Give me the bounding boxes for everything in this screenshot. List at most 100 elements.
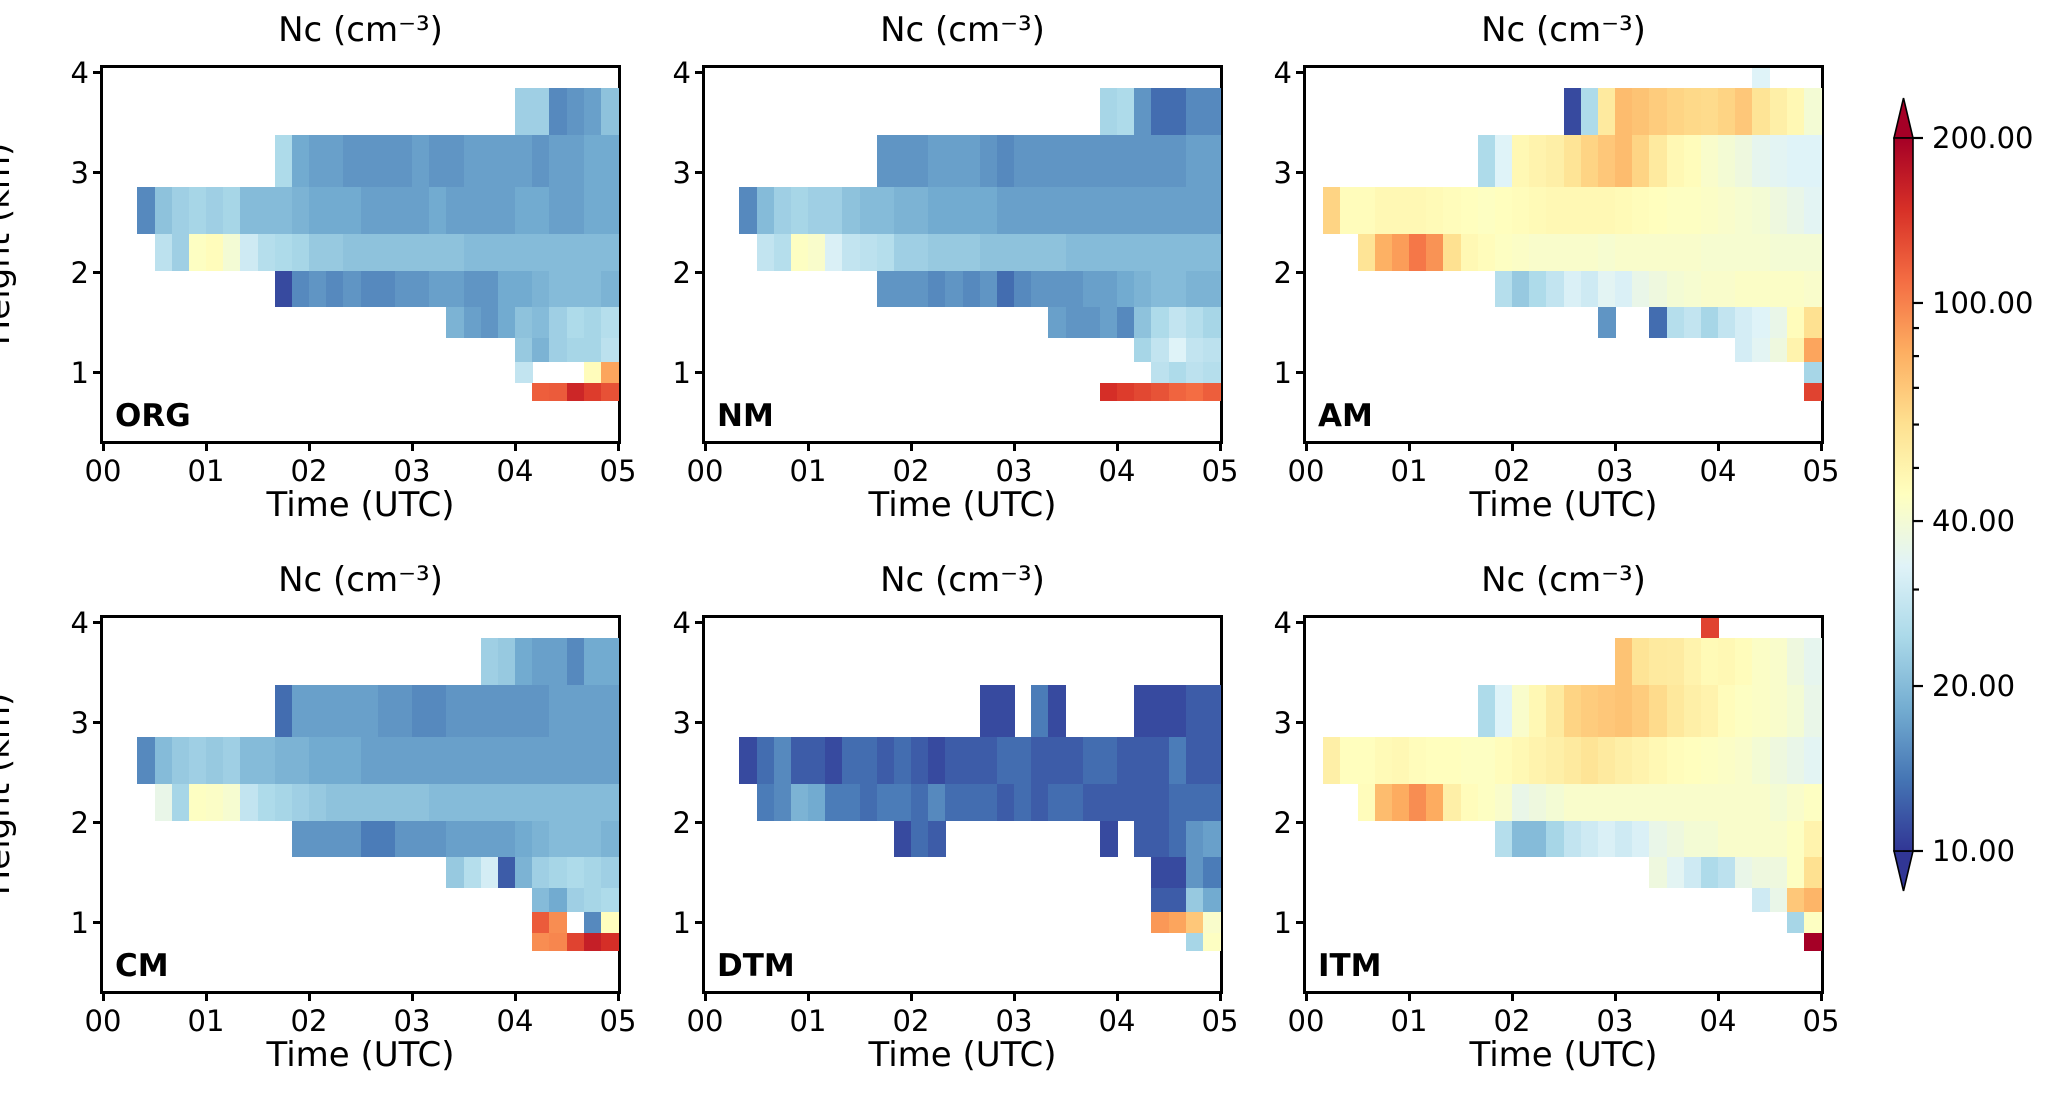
y-tick-label: 4 xyxy=(672,605,691,640)
heatmap-cell xyxy=(1202,783,1221,822)
heatmap-cell xyxy=(1735,270,1753,308)
x-tick-label: 02 xyxy=(290,1004,328,1038)
heatmap-cell xyxy=(825,186,843,235)
heatmap-cell xyxy=(911,134,929,188)
heatmap-cell xyxy=(1786,134,1805,188)
heatmap-cell xyxy=(1151,887,1170,913)
heatmap-cell xyxy=(1683,134,1702,188)
heatmap-cell xyxy=(600,361,619,384)
heatmap-cell xyxy=(1031,186,1049,235)
x-tick xyxy=(513,991,517,1001)
heatmap-cell xyxy=(1735,87,1753,114)
heatmap-cell xyxy=(773,783,792,822)
heatmap-cell xyxy=(463,186,482,235)
heatmap-cell xyxy=(1168,186,1187,235)
heatmap-cell xyxy=(1546,233,1565,272)
heatmap-cell xyxy=(326,820,344,858)
heatmap-cell xyxy=(515,306,533,339)
heatmap-cell xyxy=(600,736,619,785)
heatmap-cell xyxy=(1460,186,1479,235)
heatmap-cell xyxy=(1185,233,1204,272)
heatmap-cell xyxy=(137,736,156,785)
x-tick xyxy=(1510,991,1514,1001)
y-tick-label: 1 xyxy=(70,355,89,390)
x-tick-label: 01 xyxy=(1390,454,1428,488)
heatmap-cell xyxy=(893,820,912,858)
heatmap-cell xyxy=(532,637,550,664)
heatmap-cell xyxy=(1185,186,1204,235)
heatmap-cell xyxy=(309,233,327,272)
x-tick xyxy=(1716,441,1720,451)
heatmap-cell xyxy=(1117,233,1135,272)
heatmap-cell xyxy=(1529,736,1547,785)
heatmap-cell xyxy=(1803,911,1822,934)
heatmap-cell xyxy=(1409,233,1427,272)
heatmap-cell xyxy=(532,87,550,114)
heatmap-cell xyxy=(549,820,568,858)
heatmap-cell xyxy=(1460,233,1479,272)
heatmap-cell xyxy=(188,736,207,785)
heatmap-cell xyxy=(532,911,550,934)
heatmap-cell xyxy=(1615,270,1633,308)
x-tick-label: 04 xyxy=(1098,1004,1136,1038)
heatmap-cell xyxy=(1700,662,1719,686)
heatmap-cell xyxy=(532,186,550,235)
heatmap-cell xyxy=(497,783,516,822)
heatmap-cell xyxy=(1323,186,1341,235)
heatmap-cell xyxy=(240,186,259,235)
heatmap-cell xyxy=(928,233,946,272)
heatmap-cell xyxy=(1048,306,1067,339)
heatmap-cell xyxy=(583,662,602,686)
heatmap-cell xyxy=(1786,887,1805,913)
heatmap-cell xyxy=(1426,233,1444,272)
heatmap-cell xyxy=(1683,186,1702,235)
heatmap-cell xyxy=(171,783,190,822)
heatmap-cell xyxy=(1494,270,1513,308)
heatmap-cell xyxy=(1615,783,1633,822)
heatmap-cell xyxy=(566,932,585,952)
heatmap-cell xyxy=(583,382,602,402)
heatmap-cell xyxy=(1700,134,1719,188)
heatmap-cell xyxy=(1031,134,1049,188)
heatmap-cell xyxy=(532,783,550,822)
heatmap-cell xyxy=(1632,637,1650,664)
heatmap-cell xyxy=(928,736,946,785)
heatmap-cell xyxy=(257,186,276,235)
heatmap-cell xyxy=(463,233,482,272)
heatmap-cell xyxy=(463,270,482,308)
heatmap-cell xyxy=(394,186,413,235)
heatmap-cell xyxy=(1563,684,1582,738)
y-tick-label: 1 xyxy=(1273,355,1292,390)
heatmap-cell xyxy=(1117,134,1135,188)
heatmap-cell xyxy=(1151,382,1170,402)
heatmap-cell xyxy=(1666,87,1685,114)
heatmap-cell xyxy=(1151,783,1170,822)
heatmap-cell xyxy=(532,820,550,858)
heatmap-cell xyxy=(1580,87,1599,114)
heatmap-cell xyxy=(1769,783,1788,822)
heatmap-cell xyxy=(515,270,533,308)
heatmap-cell xyxy=(446,134,465,188)
heatmap-cell xyxy=(566,662,585,686)
heatmap-cell xyxy=(1735,662,1753,686)
heatmap-cell xyxy=(1065,134,1084,188)
heatmap-cell xyxy=(1786,783,1805,822)
heatmap-cell xyxy=(1803,783,1822,822)
heatmap-cell xyxy=(876,270,895,308)
y-tick xyxy=(695,621,705,625)
heatmap-cell xyxy=(1752,186,1771,235)
heatmap-cell xyxy=(1735,306,1753,339)
y-tick xyxy=(695,171,705,175)
heatmap-cell xyxy=(1597,134,1616,188)
x-tick xyxy=(1819,991,1823,1001)
heatmap-cell xyxy=(600,887,619,913)
heatmap-cell xyxy=(1683,112,1702,136)
heatmap-cell xyxy=(1735,186,1753,235)
heatmap-cell xyxy=(549,932,568,952)
heatmap-cell xyxy=(1134,337,1152,363)
heatmap-cell xyxy=(1649,856,1668,889)
heatmap-cell xyxy=(945,783,964,822)
heatmap-cell xyxy=(549,684,568,738)
heatmap-cell xyxy=(446,736,465,785)
y-tick-label: 4 xyxy=(1273,55,1292,90)
